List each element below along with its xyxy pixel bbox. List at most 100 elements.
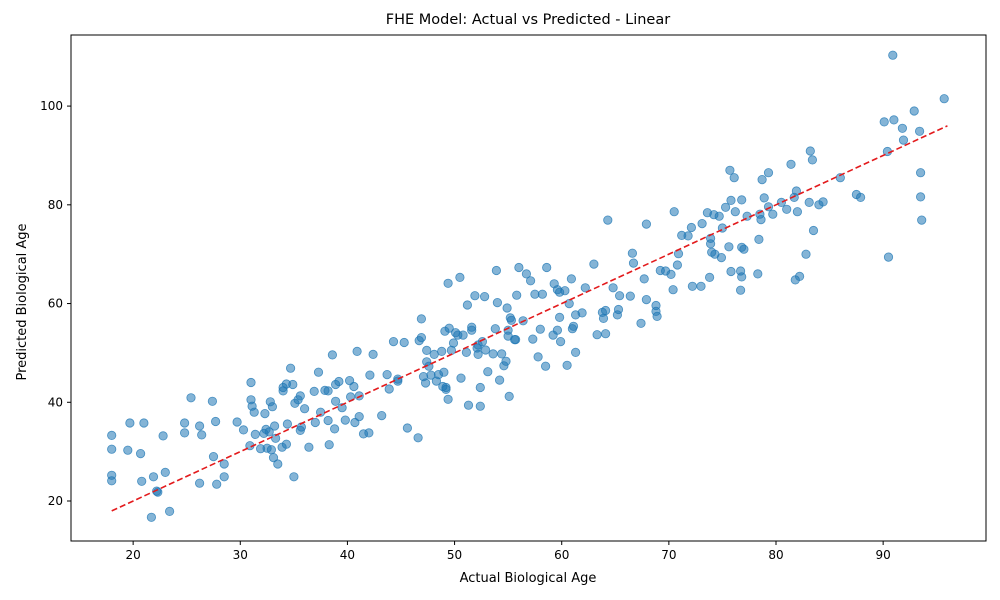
data-point: [377, 410, 387, 421]
data-point: [683, 231, 693, 241]
data-point: [458, 330, 468, 340]
data-point: [402, 423, 412, 433]
data-point: [219, 472, 229, 482]
data-point: [497, 349, 507, 359]
data-point: [672, 260, 683, 270]
data-point: [416, 314, 426, 324]
data-point: [756, 215, 766, 225]
data-point: [123, 445, 133, 455]
data-point: [537, 289, 548, 299]
data-point: [282, 419, 292, 429]
data-point: [915, 168, 926, 178]
data-point: [388, 336, 399, 347]
data-point: [443, 394, 453, 404]
data-point: [281, 439, 291, 449]
data-point: [437, 346, 447, 356]
data-point: [514, 262, 524, 273]
y-tick-label: 60: [48, 297, 63, 311]
data-point: [939, 94, 949, 104]
data-point: [137, 476, 147, 486]
data-point: [714, 211, 724, 221]
data-point: [897, 123, 908, 133]
data-point: [462, 300, 472, 310]
data-point: [503, 325, 513, 335]
data-point: [494, 375, 505, 385]
data-point: [384, 384, 394, 394]
data-point: [566, 274, 577, 284]
data-point: [313, 367, 324, 377]
data-point: [917, 215, 927, 225]
data-point: [763, 202, 774, 212]
data-point: [636, 318, 646, 328]
data-point: [628, 258, 639, 268]
data-point: [533, 352, 543, 362]
data-point: [535, 324, 545, 334]
data-point: [603, 215, 613, 225]
y-axis: 20 40 60 80 100: [40, 99, 71, 508]
data-point: [416, 332, 426, 343]
data-point: [329, 424, 340, 434]
data-point: [568, 321, 579, 331]
x-axis-label: Actual Biological Age: [460, 571, 597, 586]
data-point: [107, 430, 117, 440]
data-point: [165, 506, 175, 516]
data-point: [666, 269, 676, 279]
data-point: [483, 367, 493, 377]
data-point: [479, 291, 490, 302]
data-point: [729, 173, 739, 183]
data-point: [260, 408, 270, 419]
data-point: [270, 433, 281, 443]
x-tick-label: 70: [661, 548, 676, 562]
data-point: [439, 367, 449, 377]
data-point: [540, 361, 551, 371]
data-point: [139, 418, 149, 428]
data-point: [757, 175, 767, 185]
data-point: [364, 428, 374, 438]
data-point: [598, 313, 609, 323]
data-point: [208, 451, 219, 462]
data-point: [915, 192, 926, 202]
data-point: [197, 430, 207, 440]
axes-frame: [70, 34, 987, 542]
data-point: [763, 168, 774, 178]
x-tick-label: 50: [447, 548, 462, 562]
x-tick-label: 90: [876, 548, 891, 562]
data-point: [613, 304, 624, 315]
data-point: [759, 193, 769, 203]
data-point: [888, 50, 898, 60]
data-point: [898, 135, 909, 145]
data-point: [443, 278, 453, 288]
data-point: [542, 262, 552, 273]
data-point: [512, 290, 522, 300]
data-point: [627, 248, 638, 258]
data-point: [652, 311, 662, 321]
data-point: [323, 415, 333, 426]
data-point: [730, 207, 740, 217]
data-point: [399, 337, 409, 348]
data-point: [295, 391, 305, 401]
data-point: [368, 349, 378, 359]
data-point: [504, 391, 514, 401]
data-point: [268, 452, 279, 463]
data-point: [600, 329, 611, 339]
data-point: [365, 370, 375, 380]
data-point: [463, 400, 474, 410]
data-point: [180, 428, 190, 438]
data-point: [480, 345, 491, 355]
data-point: [107, 476, 117, 486]
data-point: [285, 363, 296, 373]
data-point: [207, 396, 217, 406]
data-point: [219, 459, 229, 469]
data-point: [455, 272, 465, 282]
data-point: [473, 349, 483, 359]
data-point: [490, 324, 500, 334]
data-point: [420, 378, 431, 388]
data-point: [914, 126, 925, 136]
data-point: [735, 285, 746, 295]
data-point: [669, 207, 679, 217]
data-point: [475, 382, 485, 393]
data-point: [211, 416, 221, 427]
data-point: [768, 209, 778, 219]
data-point: [467, 325, 477, 335]
data-point: [492, 297, 502, 308]
